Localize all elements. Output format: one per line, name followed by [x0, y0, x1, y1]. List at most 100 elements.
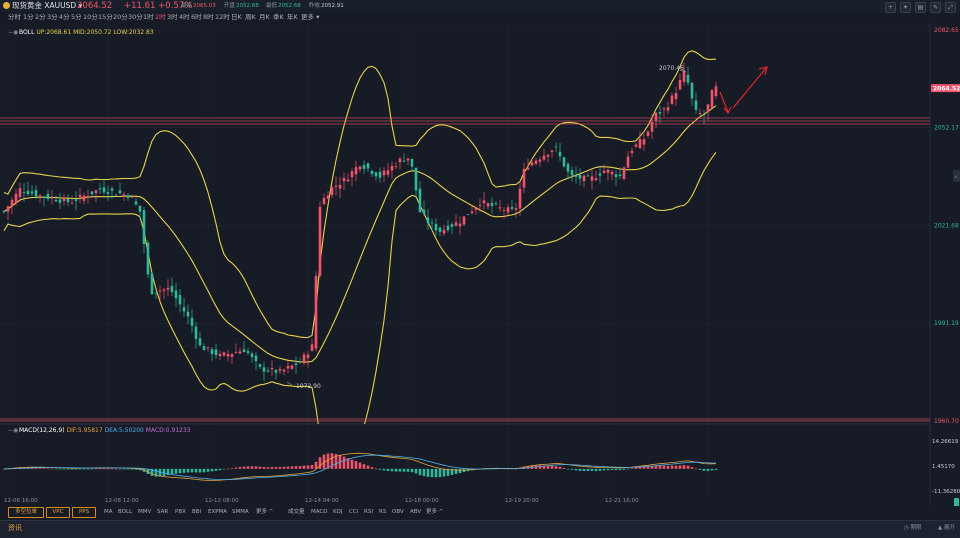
macd-bar [258, 466, 262, 469]
candle [206, 346, 210, 352]
trend-arrows [719, 66, 768, 115]
sub-indicator-tab[interactable]: MACD [311, 509, 328, 515]
period-tab[interactable]: 10分 [83, 13, 98, 21]
sub-indicator-tab[interactable]: OBV [392, 509, 404, 515]
main-indicator-tab[interactable]: SMMA [232, 509, 249, 515]
period-notice[interactable]: ◷ 期限 [904, 525, 922, 531]
side-panel-toggle[interactable] [953, 170, 960, 182]
main-indicator-tab[interactable]: MMV [138, 509, 152, 515]
period-tab[interactable]: 1时 [143, 13, 154, 21]
period-tab[interactable]: 分时 [8, 13, 21, 21]
chart-icon[interactable]: ▤ [915, 2, 926, 13]
sub-indicator-tab[interactable]: RS [379, 509, 387, 515]
macd-bar [406, 468, 410, 472]
time-tick: 12-14 04:00 [305, 498, 339, 504]
expand-button[interactable]: ▲ 展开 [938, 525, 955, 531]
tool-button[interactable]: PPS [72, 507, 96, 518]
period-tab[interactable]: 年K [287, 13, 298, 21]
macd-bar [286, 466, 290, 469]
main-indicator-tab[interactable]: PBX [175, 509, 186, 515]
macd-collapse-icon[interactable]: − [8, 427, 13, 434]
period-tab[interactable]: 3时 [167, 13, 178, 21]
main-indicator-tab[interactable]: BOLL [118, 509, 133, 515]
period-tab[interactable]: 2分 [35, 13, 46, 21]
macd-bar [418, 468, 422, 476]
macd-bar [598, 468, 602, 471]
sub-indicator-tab[interactable]: 更多 ^ [426, 509, 444, 515]
tool-button[interactable]: 多空拉单 [8, 507, 44, 518]
sub-indicator-tab[interactable]: KDJ [333, 509, 343, 515]
macd-bar [350, 459, 354, 469]
macd-bar [322, 454, 326, 469]
main-indicator-tab[interactable]: MA [104, 509, 113, 515]
news-tab[interactable]: 资讯 [8, 524, 22, 532]
candle [342, 172, 346, 190]
symbol-selector[interactable]: 现货黄金 XAUUSD ▾ [12, 1, 83, 10]
main-indicator-tab[interactable]: SAR [157, 509, 169, 515]
macd-bar [130, 468, 134, 470]
sub-indicator-tab[interactable]: RSI [364, 509, 373, 515]
period-tab[interactable]: 季K [273, 13, 284, 21]
tool-button[interactable]: VPC [46, 507, 70, 518]
main-indicator-tab[interactable]: BBI [192, 509, 202, 515]
candle [238, 347, 242, 354]
macd-bar [710, 468, 714, 471]
macd-bar [450, 468, 454, 475]
eye-icon[interactable]: ◉ [13, 29, 18, 36]
period-tab[interactable]: 2时 [155, 13, 166, 21]
period-tab[interactable]: 更多 ▾ [301, 13, 320, 21]
plus-icon[interactable]: + [885, 2, 896, 13]
candle [202, 343, 206, 351]
tools-icon[interactable]: ✦ [900, 2, 911, 13]
main-indicator-tab[interactable]: EXPMA [208, 509, 228, 515]
candle [462, 216, 466, 227]
macd-bar [270, 467, 274, 469]
period-tab[interactable]: 月K [259, 13, 270, 21]
edit-icon[interactable]: ✎ [930, 2, 941, 13]
candle [74, 191, 78, 211]
macd-bar [218, 468, 222, 471]
macd-bar [82, 468, 86, 470]
period-tab[interactable]: 8时 [203, 13, 214, 21]
period-tab[interactable]: 周K [245, 13, 256, 21]
sub-indicator-tab[interactable]: CCI [349, 509, 359, 515]
sub-indicator-tab[interactable]: 成交量 [288, 509, 305, 515]
period-tab[interactable]: 3分 [47, 13, 58, 21]
macd-eye-icon[interactable]: ◉ [13, 427, 18, 434]
macd-bar [154, 468, 158, 477]
period-tab[interactable]: 日K [231, 13, 242, 21]
macd-bar [118, 468, 122, 470]
sub-indicator-tab[interactable]: ABV [410, 509, 422, 515]
period-tab[interactable]: 15分 [98, 13, 113, 21]
macd-bar [326, 453, 330, 469]
period-tab[interactable]: 4时 [179, 13, 190, 21]
macd-bar [302, 465, 306, 469]
macd-bar [242, 466, 246, 469]
candle [654, 111, 658, 128]
candle [646, 129, 650, 138]
period-tab[interactable]: 4分 [59, 13, 70, 21]
macd-bar [582, 468, 586, 471]
candle [130, 195, 134, 198]
candle [102, 178, 106, 195]
period-tab[interactable]: 30分 [128, 13, 143, 21]
period-tab[interactable]: 12时 [215, 13, 230, 21]
period-tab[interactable]: 1分 [23, 13, 34, 21]
candle [46, 189, 50, 202]
volume-scrollbar[interactable] [954, 498, 959, 506]
collapse-icon[interactable]: − [8, 29, 13, 36]
candle [22, 183, 26, 202]
candle [186, 304, 190, 324]
period-tab[interactable]: 5分 [71, 13, 82, 21]
macd-bar [54, 468, 58, 470]
candle [182, 297, 186, 317]
period-tab[interactable]: 20分 [113, 13, 128, 21]
kline-chart[interactable]: 2082.65 2052.17 2021.68 1991.19 1960.70 2064.… [0, 23, 960, 506]
macd-bar [514, 468, 518, 470]
macd-bar [226, 468, 230, 470]
expand-icon[interactable]: ⤢ [945, 2, 956, 13]
candle [78, 187, 82, 204]
macd-bar [666, 465, 670, 469]
main-indicator-tab[interactable]: 更多 ^ [256, 509, 274, 515]
period-tab[interactable]: 6时 [191, 13, 202, 21]
